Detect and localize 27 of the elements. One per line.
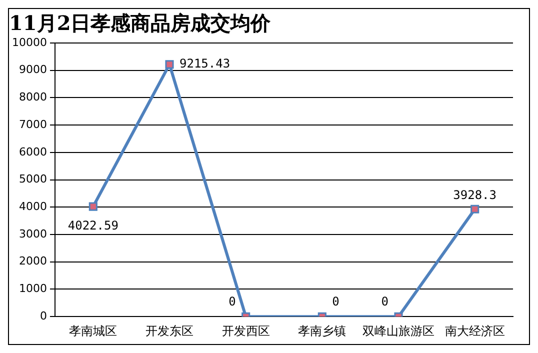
x-tick-label: 开发东区 [145, 324, 194, 338]
chart-title: 11月2日孝感商品房成交均价 [9, 11, 272, 36]
y-tick-label: 5000 [18, 172, 47, 186]
x-tick-label: 开发西区 [222, 324, 270, 338]
data-label: 3928.3 [453, 188, 497, 202]
y-tick-label: 7000 [18, 118, 47, 131]
x-tick-label: 孝南乡镇 [298, 324, 346, 338]
x-tick-label: 双峰山旅游区 [362, 324, 434, 338]
point [470, 204, 480, 214]
y-tick-label: 1000 [18, 282, 47, 296]
data-label: 9215.43 [179, 56, 230, 71]
y-tick-label: 10000 [12, 36, 47, 49]
x-tick-label: 孝南城区 [69, 324, 118, 338]
data-label: 0 [228, 294, 236, 309]
x-tick-label: 南大经济区 [444, 324, 505, 338]
y-tick-label: 6000 [18, 145, 47, 158]
data-label: 4022.59 [68, 218, 118, 233]
data-label: 0 [381, 294, 389, 309]
data-label: 0 [332, 294, 340, 309]
y-tick-label: 2000 [18, 254, 47, 268]
point [88, 202, 98, 211]
y-tick-label: 8000 [18, 90, 47, 104]
y-tick-label: 4000 [18, 200, 47, 214]
y-tick-label: 3000 [18, 227, 47, 240]
point [165, 60, 174, 69]
y-tick-label: 9000 [18, 63, 47, 76]
y-tick-label: 0 [40, 309, 47, 322]
